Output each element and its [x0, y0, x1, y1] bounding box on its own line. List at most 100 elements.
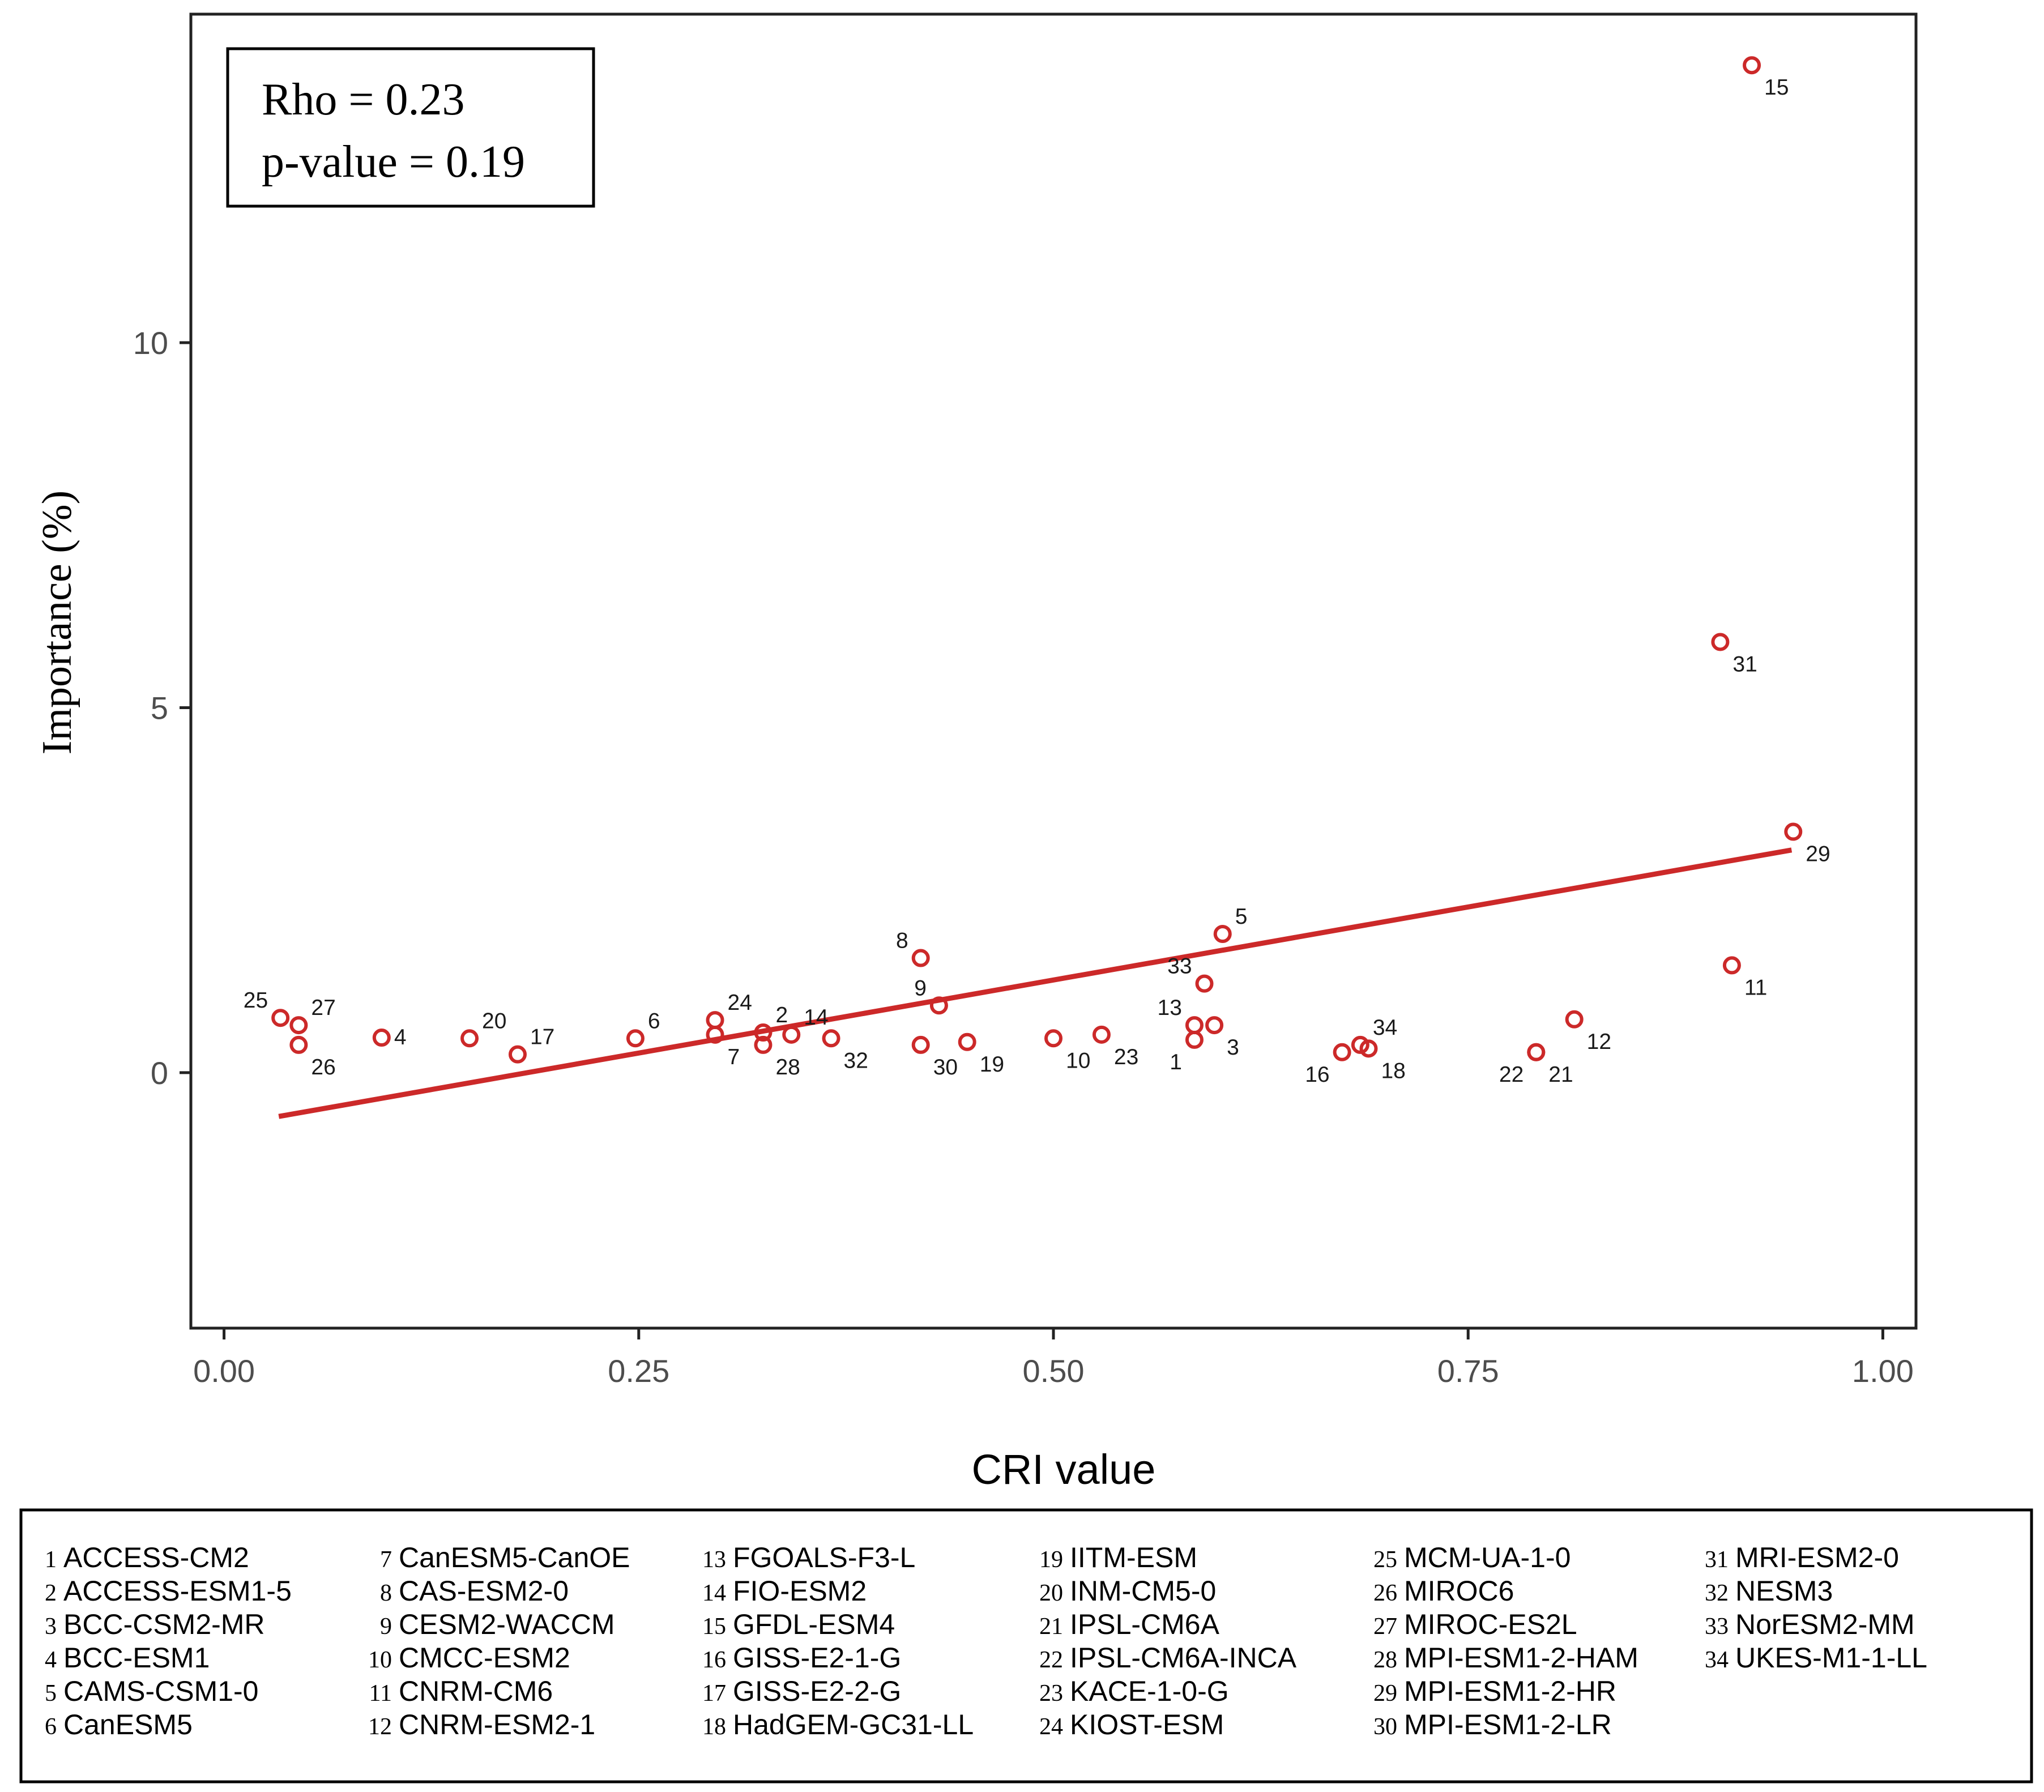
legend-item-number: 28 — [1373, 1647, 1397, 1673]
legend-item-name: MCM-UA-1-0 — [1404, 1542, 1571, 1573]
data-point-8 — [911, 949, 930, 967]
data-point-26 — [289, 1035, 308, 1054]
stats-rho: Rho = 0.23 — [262, 75, 464, 125]
legend-item-number: 2 — [45, 1580, 57, 1606]
x-tick-label: 1.00 — [1852, 1353, 1914, 1389]
legend-item-number: 9 — [380, 1614, 392, 1640]
legend-item-name: IPSL-CM6A-INCA — [1070, 1642, 1297, 1674]
stats-box-frame — [226, 47, 595, 208]
data-point-33 — [1195, 974, 1214, 993]
legend-item-name: CESM2-WACCM — [399, 1608, 615, 1640]
data-point-label-26: 26 — [311, 1055, 335, 1080]
data-point-24 — [706, 1011, 724, 1030]
x-tick-label: 0.00 — [193, 1353, 255, 1389]
points-layer — [271, 56, 1803, 1064]
data-point-label-15: 15 — [1764, 75, 1789, 100]
data-point-4 — [372, 1029, 391, 1047]
legend-item-name: NESM3 — [1735, 1575, 1833, 1607]
legend-item-name: IPSL-CM6A — [1070, 1608, 1220, 1640]
data-point-15 — [1743, 56, 1761, 75]
legend-item-name: MPI-ESM1-2-HR — [1404, 1675, 1616, 1707]
data-point-32 — [822, 1029, 840, 1048]
legend-item-number: 3 — [45, 1614, 57, 1640]
y-tick-label: 0 — [151, 1055, 168, 1091]
data-point-34 — [1351, 1035, 1369, 1054]
data-point-label-32: 32 — [844, 1048, 868, 1073]
data-point-label-19: 19 — [980, 1052, 1004, 1077]
legend-item-number: 7 — [380, 1547, 392, 1573]
legend-item-name: BCC-ESM1 — [63, 1642, 210, 1674]
legend-item-number: 19 — [1039, 1547, 1063, 1573]
data-point-6 — [626, 1029, 645, 1048]
legend-item-name: CAMS-CSM1-0 — [63, 1675, 258, 1707]
legend-item-name: INM-CM5-0 — [1070, 1575, 1216, 1607]
legend-frame — [19, 1508, 2033, 1784]
data-point-22 — [1527, 1043, 1546, 1061]
legend-item-name: MIROC6 — [1404, 1575, 1514, 1607]
data-point-19 — [958, 1032, 976, 1051]
data-point-25 — [271, 1009, 290, 1027]
axes-layer: 0.00 0.25 0.50 0.75 1.00 0 5 10 — [133, 12, 1918, 1389]
legend-item-number: 8 — [380, 1580, 392, 1606]
legend-item-number: 17 — [702, 1680, 726, 1706]
data-point-label-7: 7 — [728, 1045, 740, 1069]
legend-item-name: CanESM5-CanOE — [399, 1542, 630, 1573]
legend-item-name: ACCESS-ESM1-5 — [63, 1575, 292, 1607]
data-point-label-29: 29 — [1806, 842, 1830, 867]
data-point-23 — [1092, 1025, 1111, 1044]
data-point-label-8: 8 — [896, 929, 908, 953]
data-point-31 — [1711, 633, 1730, 651]
legend-item-number: 18 — [702, 1714, 726, 1740]
data-point-label-31: 31 — [1733, 652, 1757, 676]
data-point-3 — [1205, 1016, 1224, 1035]
data-point-label-4: 4 — [394, 1025, 407, 1049]
data-point-label-13: 13 — [1158, 996, 1182, 1020]
stats-p-value: p-value = 0.19 — [262, 137, 525, 187]
regression-line — [278, 847, 1793, 1119]
data-point-label-25: 25 — [244, 988, 268, 1013]
legend-item-name: FIO-ESM2 — [733, 1575, 867, 1607]
data-point-11 — [1722, 956, 1741, 975]
data-point-label-11: 11 — [1744, 975, 1768, 1000]
legend-item-name: FGOALS-F3-L — [733, 1542, 915, 1573]
x-tick-label: 0.50 — [1023, 1353, 1085, 1389]
legend-item-number: 6 — [45, 1714, 57, 1740]
data-point-label-33: 33 — [1167, 954, 1192, 979]
data-point-label-34: 34 — [1373, 1016, 1397, 1040]
data-point-13 — [1185, 1016, 1204, 1035]
legend-item-name: GFDL-ESM4 — [733, 1608, 895, 1640]
data-point-10 — [1044, 1029, 1062, 1048]
y-tick-label: 10 — [133, 325, 168, 361]
legend-item-number: 29 — [1373, 1680, 1397, 1706]
data-point-label-16: 16 — [1305, 1063, 1329, 1087]
data-point-label-20: 20 — [482, 1009, 506, 1033]
x-tick-label: 0.25 — [608, 1353, 669, 1389]
legend-item-number: 32 — [1705, 1580, 1729, 1606]
legend-item-number: 34 — [1705, 1647, 1729, 1673]
legend-item-name: MIROC-ES2L — [1404, 1608, 1577, 1640]
data-point-30 — [911, 1035, 930, 1054]
legend-item-name: BCC-CSM2-MR — [63, 1608, 265, 1640]
legend-item-name: GISS-E2-1-G — [733, 1642, 901, 1674]
data-point-label-22: 22 — [1499, 1063, 1524, 1087]
legend-item-name: CanESM5 — [63, 1709, 193, 1740]
data-point-20 — [460, 1029, 479, 1048]
legend-item-number: 27 — [1373, 1614, 1397, 1640]
data-point-label-5: 5 — [1235, 904, 1248, 929]
legend-item-number: 33 — [1705, 1614, 1729, 1640]
legend-item-name: MRI-ESM2-0 — [1735, 1542, 1899, 1573]
fit-line-layer — [278, 847, 1793, 1119]
legend-item-number: 10 — [368, 1647, 392, 1673]
legend-item-name: NorESM2-MM — [1735, 1608, 1915, 1640]
legend-item-number: 26 — [1373, 1580, 1397, 1606]
legend-item-name: MPI-ESM1-2-HAM — [1404, 1642, 1638, 1674]
data-point-18 — [1359, 1039, 1378, 1058]
legend-item-name: GISS-E2-2-G — [733, 1675, 901, 1707]
legend-item-name: CNRM-ESM2-1 — [399, 1709, 595, 1740]
legend-item-name: CMCC-ESM2 — [399, 1642, 570, 1674]
legend-item-number: 16 — [702, 1647, 726, 1673]
data-point-label-28: 28 — [775, 1055, 800, 1080]
data-point-label-1: 1 — [1170, 1050, 1182, 1074]
